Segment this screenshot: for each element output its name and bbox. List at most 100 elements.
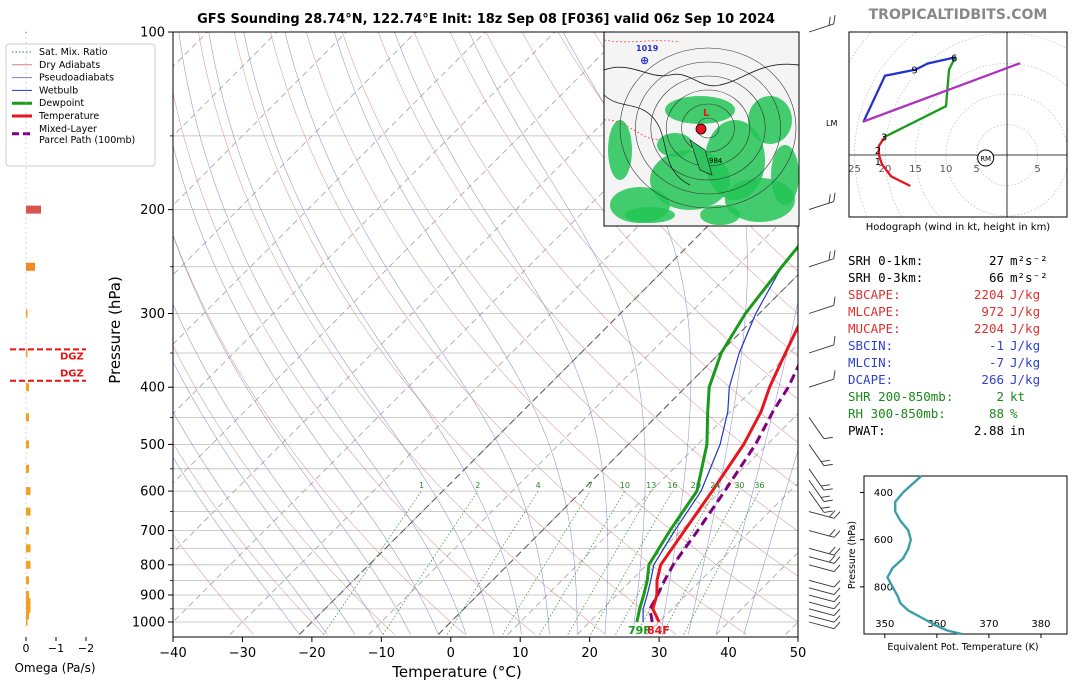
- wind-barb: [808, 490, 833, 513]
- wind-barb: [808, 529, 841, 538]
- omega-bar: [26, 618, 28, 626]
- theta-e-ylabel: Pressure (hPa): [847, 521, 858, 589]
- stat-unit: J/kg: [1010, 304, 1041, 319]
- wind-barb-staff: [808, 547, 835, 556]
- wind-barb-staff: [808, 511, 835, 519]
- skewt-background-lines: [173, 32, 798, 635]
- stat-unit: m²s⁻²: [1010, 270, 1048, 285]
- wind-barb: [808, 587, 841, 595]
- stat-unit: J/kg: [1010, 372, 1041, 387]
- mixing-ratio-label: 2: [475, 481, 480, 490]
- hodograph-segment: [914, 62, 929, 71]
- omega-bar: [26, 611, 29, 620]
- map-thickness-line: [604, 39, 681, 43]
- theta-y-tick-label: 800: [874, 582, 893, 593]
- wind-barb-staff: [808, 305, 834, 314]
- mixing-ratio-label: 7: [588, 481, 593, 490]
- x-tick-label: 40: [720, 646, 737, 661]
- map-precip-area: [771, 145, 799, 205]
- stat-value: 2204: [973, 287, 1004, 302]
- skewt-series-group: [635, 244, 798, 623]
- stat-name: SRH 0-1km:: [848, 253, 924, 268]
- stat-name: RH 300-850mb:: [848, 406, 946, 421]
- x-tick-label: 30: [651, 646, 668, 661]
- hodograph-segment: [880, 162, 893, 178]
- mixing-ratio-line: [567, 490, 652, 635]
- wind-barb-flag: [833, 608, 841, 616]
- stat-name: MLCAPE:: [848, 304, 901, 319]
- stats-panel: SRH 0-1km: 27 m²s⁻² SRH 0-3km: 66 m²s⁻² SBCAPE…: [848, 252, 1060, 439]
- theta-x-tick-label: 380: [1031, 619, 1050, 630]
- legend-label: Mixed-Layer: [39, 124, 97, 135]
- wind-barb-flag: [833, 580, 841, 588]
- storm-motion-marker: [977, 149, 995, 167]
- omega-bar: [26, 560, 31, 569]
- skewt-axes: 1 2 4 7 10 13 16 20 24 30 361002003004005006007008…: [132, 26, 806, 662]
- stat-name: MLCIN:: [848, 355, 894, 370]
- omega-bar: [26, 507, 31, 516]
- wind-barb-flag: [833, 621, 841, 630]
- wind-barb-staff: [808, 417, 825, 439]
- wind-barb-flag: [833, 15, 836, 25]
- y-tick-label: 300: [140, 307, 165, 322]
- x-tick-label: −10: [368, 646, 395, 661]
- y-tick-label: 700: [140, 524, 165, 539]
- stat-value: 266: [981, 372, 1004, 387]
- stat-unit: m²s⁻²: [1010, 253, 1048, 268]
- dry-adiabat-line: [198, 32, 606, 635]
- y-tick-label: 800: [140, 558, 165, 573]
- omega-x-tick-label: 0: [23, 642, 30, 655]
- wind-barb-flag: [833, 556, 841, 564]
- wind-barb-flag: [833, 192, 836, 202]
- pseudoadiabat-line: [173, 303, 383, 635]
- stat-value: 88: [988, 406, 1004, 421]
- wind-barb-flag: [828, 546, 836, 555]
- dgz-label: DGZ: [60, 351, 84, 362]
- pseudoadiabat-line: [243, 32, 522, 635]
- dry-adiabat-line: [306, 32, 798, 623]
- wind-barb-flag: [833, 511, 841, 519]
- stat-row: MUCAPE: 2204 J/kg: [848, 320, 1060, 337]
- pseudoadiabat-line: [715, 299, 798, 635]
- omega-bar: [26, 464, 29, 473]
- wind-barb-flag: [823, 463, 833, 467]
- legend-label: Sat. Mix. Ratio: [39, 47, 108, 58]
- dry-adiabat-line: [377, 32, 798, 532]
- stat-row: SRH 0-3km: 66 m²s⁻²: [848, 269, 1060, 286]
- dry-adiabat-line: [341, 32, 798, 577]
- omega-bar: [26, 309, 28, 318]
- map-high-marker: ⊕: [640, 54, 649, 67]
- mixing-ratio-label: 10: [620, 481, 630, 490]
- dry-adiabat-line: [173, 442, 325, 635]
- series-wetbulb: [642, 245, 798, 622]
- skewt-ylabel: Pressure (hPa): [106, 276, 124, 384]
- omega-xlabel: Omega (Pa/s): [14, 661, 95, 675]
- wind-barb-staff: [808, 621, 835, 630]
- x-tick-label: −30: [229, 646, 256, 661]
- hodograph-segment: [862, 74, 887, 123]
- hodograph-height-label: 3: [881, 133, 887, 144]
- map-thickness-line: [604, 119, 661, 141]
- omega-bar: [26, 262, 35, 271]
- y-tick-label: 900: [140, 589, 165, 604]
- stat-row: SHR 200-850mb: 2 kt: [848, 388, 1060, 405]
- stats-rows: SRH 0-1km: 27 m²s⁻² SRH 0-3km: 66 m²s⁻² SBCAPE…: [848, 252, 1060, 439]
- omega-bar: [26, 526, 29, 535]
- mixing-ratio-line: [502, 490, 591, 635]
- y-tick-label: 500: [140, 438, 165, 453]
- omega-bar: [26, 349, 28, 358]
- x-tick-label: 0: [447, 646, 455, 661]
- isotherm-line: [646, 482, 798, 635]
- hodograph-segment: [944, 68, 951, 108]
- stat-unit: J/kg: [1010, 338, 1041, 353]
- wind-barb-staff: [808, 479, 825, 502]
- legend: Sat. Mix. Ratio Dry Adiabats Pseudoadiabat…: [5, 43, 156, 167]
- map-pressure-label: 1019: [636, 44, 659, 53]
- wind-barb-flag: [833, 587, 841, 595]
- stat-unit: J/kg: [1010, 287, 1041, 302]
- omega-bar: [26, 604, 31, 613]
- isotherm-line: [437, 274, 798, 635]
- omega-bars: [26, 205, 41, 626]
- wind-barb: [808, 192, 836, 211]
